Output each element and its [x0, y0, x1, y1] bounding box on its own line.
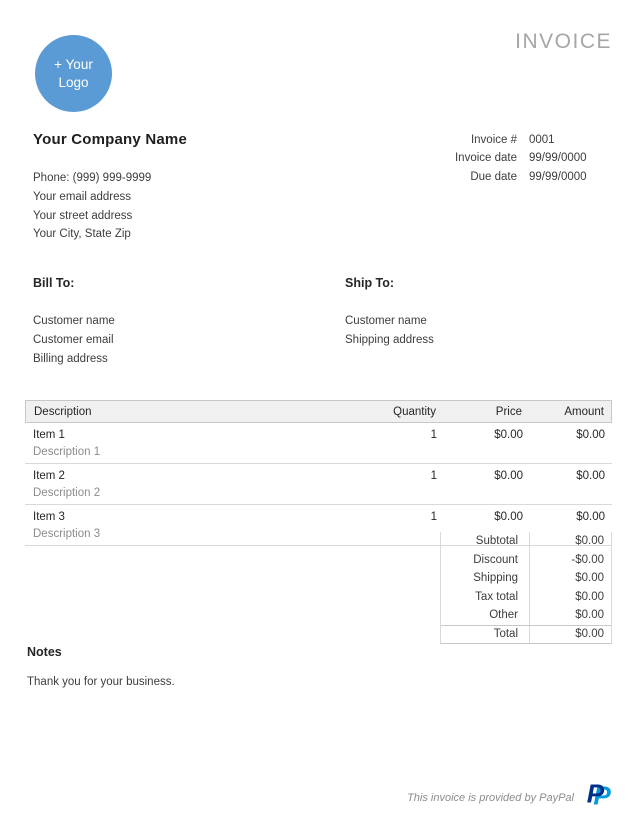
ship-to-lines: Customer name Shipping address [345, 312, 434, 350]
footer: This invoice is provided by PayPal P P [407, 778, 612, 817]
item-price: $0.00 [494, 429, 523, 441]
table-header-row: Description Quantity Price Amount [25, 400, 612, 423]
discount-value: -$0.00 [571, 553, 604, 566]
line-items-table: Description Quantity Price Amount Item 1… [25, 400, 612, 546]
bill-to-lines: Customer name Customer email Billing add… [33, 312, 115, 368]
item-name: Item 2 [33, 470, 65, 482]
other-row: Other $0.00 [441, 606, 611, 625]
company-phone: Phone: (999) 999-9999 [33, 172, 152, 184]
tax-total-label: Tax total [441, 587, 530, 606]
item-description: Description 2 [33, 487, 101, 499]
paypal-logo-icon: P P [584, 778, 612, 817]
invoice-number-label: Invoice # [470, 134, 517, 147]
subtotal-value: $0.00 [575, 535, 604, 548]
item-main-row: Item 3 1 $0.00 $0.00 [25, 509, 605, 525]
ship-to-heading: Ship To: [345, 276, 395, 290]
item-name: Item 3 [33, 511, 65, 523]
notes-section: Notes Thank you for your business. [27, 645, 175, 688]
logo-text-line1: + Your [54, 56, 93, 72]
bill-to-section: Bill To: Customer name Customer email Bi… [33, 276, 115, 368]
svg-text:P: P [593, 780, 611, 810]
header-amount: Amount [564, 405, 604, 418]
bill-to-heading: Bill To: [33, 276, 75, 290]
company-street: Your street address [33, 209, 133, 222]
invoice-title: INVOICE [515, 30, 612, 53]
item-name: Item 1 [33, 429, 65, 441]
invoice-date-label: Invoice date [454, 152, 517, 165]
due-date-value: 99/99/0000 [529, 170, 587, 183]
notes-text: Thank you for your business. [27, 676, 175, 688]
svg-text:P: P [587, 778, 605, 808]
item-description: Description 1 [33, 446, 101, 458]
tax-total-row: Tax total $0.00 [441, 587, 611, 606]
shipping-value: $0.00 [575, 572, 604, 585]
invoice-number-row: Invoice # 0001 [380, 131, 612, 149]
shipping-row: Shipping $0.00 [441, 569, 611, 588]
bill-to-billing-address: Billing address [33, 352, 108, 365]
item-price: $0.00 [494, 470, 523, 482]
discount-label: Discount [441, 550, 530, 569]
bill-to-customer-email: Customer email [33, 333, 114, 346]
item-amount: $0.00 [576, 511, 605, 523]
table-row: Item 3 1 $0.00 $0.00 Description 3 [25, 505, 612, 546]
header-price: Price [495, 405, 522, 418]
invoice-date-value: 99/99/0000 [529, 152, 587, 165]
item-quantity: 1 [430, 429, 437, 441]
company-name: Your Company Name [33, 131, 187, 148]
company-contact-lines: Phone: (999) 999-9999 Your email address… [33, 169, 187, 244]
total-label: Total [441, 625, 530, 643]
footer-provided-by-text: This invoice is provided by PayPal [407, 791, 574, 804]
invoice-meta: Invoice # 0001 Invoice date 99/99/0000 D… [380, 131, 612, 186]
company-email: Your email address [33, 190, 132, 203]
total-row: Total $0.00 [441, 624, 611, 643]
item-price: $0.00 [494, 511, 523, 523]
ship-to-section: Ship To: Customer name Shipping address [345, 276, 434, 350]
discount-row: Discount -$0.00 [441, 550, 611, 569]
shipping-label: Shipping [441, 569, 530, 588]
item-quantity: 1 [430, 511, 437, 523]
notes-heading: Notes [27, 645, 62, 659]
item-main-row: Item 2 1 $0.00 $0.00 [25, 468, 605, 484]
tax-total-value: $0.00 [575, 590, 604, 603]
invoice-number-value: 0001 [529, 134, 555, 147]
logo-text-line2: Logo [58, 74, 89, 90]
header-quantity: Quantity [393, 405, 436, 418]
totals-summary: Subtotal $0.00 Discount -$0.00 Shipping … [440, 532, 612, 644]
item-description: Description 3 [33, 528, 101, 540]
other-label: Other [441, 606, 530, 625]
subtotal-row: Subtotal $0.00 [441, 532, 611, 551]
table-row: Item 2 1 $0.00 $0.00 Description 2 [25, 464, 612, 505]
ship-to-shipping-address: Shipping address [345, 333, 434, 346]
header-description: Description [34, 405, 92, 418]
due-date-row: Due date 99/99/0000 [380, 168, 612, 186]
item-amount: $0.00 [576, 470, 605, 482]
item-quantity: 1 [430, 470, 437, 482]
upload-logo-button[interactable]: + Your Logo [35, 35, 112, 112]
other-value: $0.00 [575, 609, 604, 622]
subtotal-label: Subtotal [441, 532, 530, 551]
company-city: Your City, State Zip [33, 228, 131, 241]
item-amount: $0.00 [576, 429, 605, 441]
due-date-label: Due date [470, 170, 517, 183]
table-row: Item 1 1 $0.00 $0.00 Description 1 [25, 423, 612, 464]
invoice-date-row: Invoice date 99/99/0000 [380, 149, 612, 167]
total-value: $0.00 [575, 628, 604, 641]
bill-to-customer-name: Customer name [33, 315, 115, 327]
item-main-row: Item 1 1 $0.00 $0.00 [25, 427, 605, 443]
ship-to-customer-name: Customer name [345, 315, 427, 327]
company-info: Your Company Name Phone: (999) 999-9999 … [33, 131, 187, 244]
